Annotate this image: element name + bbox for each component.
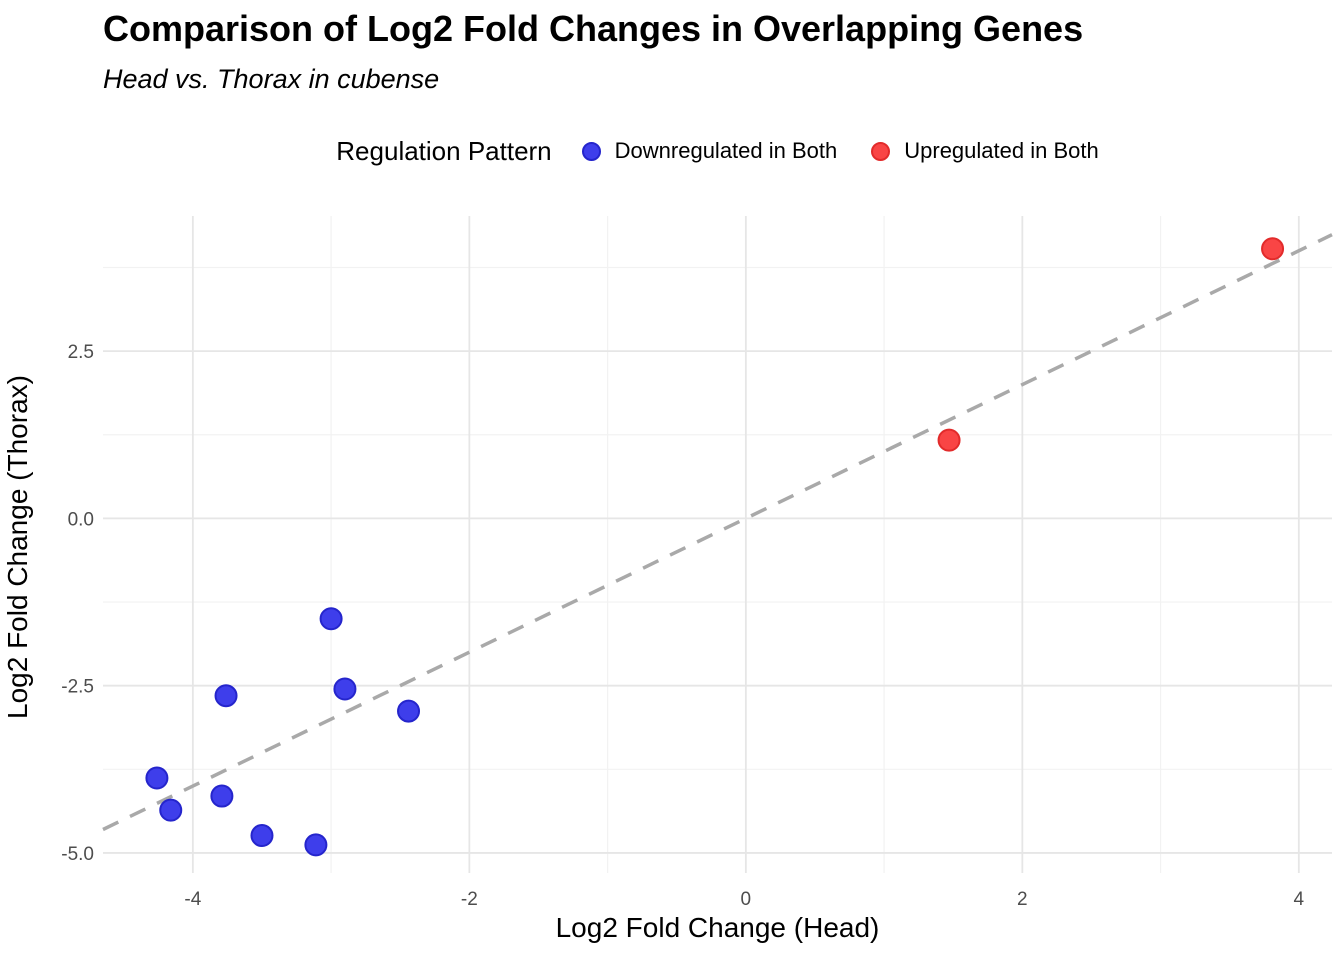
data-point	[159, 798, 183, 822]
data-point	[937, 428, 961, 452]
y-tick-label: 0.0	[68, 509, 94, 530]
y-axis-title: Log2 Fold Change (Thorax)	[2, 375, 33, 719]
x-tick-label: -4	[184, 889, 201, 910]
y-tick-label: -2.5	[61, 677, 94, 698]
x-axis-title: Log2 Fold Change (Head)	[555, 912, 880, 943]
chart-subtitle: Head vs. Thorax in cubense	[103, 64, 440, 94]
data-point	[145, 766, 169, 790]
gridlines-major	[103, 216, 1332, 873]
legend-swatch-red-icon	[871, 141, 891, 161]
y-tick-labels: -5.0 -2.5 0.0 2.5	[61, 342, 94, 865]
data-point	[250, 824, 274, 848]
identity-reference-line	[102, 233, 1333, 832]
legend-label-downregulated: Downregulated in Both	[614, 138, 838, 163]
x-tick-labels: -4 -2 0 2 4	[184, 889, 1304, 910]
legend-item-upregulated[interactable]: Upregulated in Both	[871, 138, 1099, 164]
legend: Regulation Pattern Downregulated in Both…	[103, 128, 1332, 174]
legend-title: Regulation Pattern	[336, 135, 552, 166]
data-point	[333, 677, 357, 701]
gridlines-minor	[103, 216, 1332, 873]
data-point	[319, 607, 343, 631]
y-tick-label: 2.5	[68, 342, 94, 363]
y-tick-label: -5.0	[61, 844, 94, 865]
x-tick-label: -2	[461, 889, 478, 910]
x-tick-label: 4	[1294, 889, 1305, 910]
data-point	[214, 684, 238, 708]
x-tick-label: 2	[1017, 889, 1028, 910]
data-points	[145, 237, 1285, 857]
data-point	[1261, 237, 1285, 261]
chart-title: Comparison of Log2 Fold Changes in Overl…	[103, 8, 1084, 49]
data-point	[210, 784, 234, 808]
legend-label-upregulated: Upregulated in Both	[904, 138, 1099, 163]
legend-swatch-blue-icon	[581, 141, 601, 161]
data-point	[304, 833, 328, 857]
legend-item-downregulated[interactable]: Downregulated in Both	[581, 138, 838, 164]
data-point	[397, 699, 421, 723]
x-tick-label: 0	[741, 889, 752, 910]
identity-line	[102, 233, 1333, 832]
